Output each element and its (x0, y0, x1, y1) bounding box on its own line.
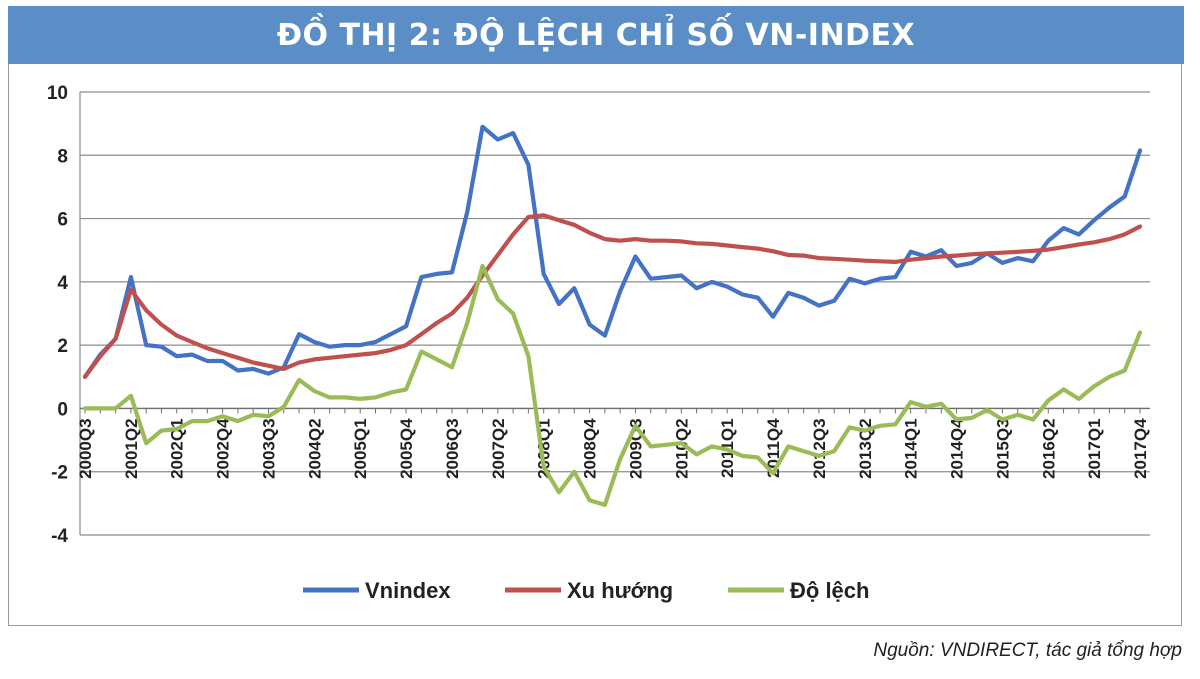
y-tick-label: 10 (47, 83, 68, 104)
y-tick-label: -2 (51, 463, 68, 484)
x-tick-label: 2017Q1 (1085, 418, 1104, 479)
x-tick-label: 2014Q1 (902, 418, 921, 479)
x-tick-label: 2002Q4 (214, 418, 233, 479)
y-tick-label: 8 (57, 146, 68, 167)
x-tick-label: 2006Q3 (443, 418, 462, 479)
chart-title: ĐỒ THỊ 2: ĐỘ LỆCH CHỈ SỐ VN-INDEX (276, 17, 916, 53)
x-tick-label: 2002Q1 (168, 418, 187, 479)
y-tick-label: 6 (57, 210, 68, 231)
x-tick-label: 2000Q3 (76, 418, 95, 479)
x-tick-label: 2014Q4 (948, 418, 967, 479)
series-line-do-lech (82, 263, 1143, 507)
series-line-xu-huong (82, 213, 1143, 379)
legend-label-xu-huong: Xu hướng (567, 578, 673, 603)
y-tick-label: 2 (57, 336, 68, 357)
x-tick-label: 2005Q4 (397, 418, 416, 479)
x-tick-label: 2013Q2 (856, 418, 875, 479)
x-tick-label: 2005Q1 (351, 418, 370, 479)
y-tick-label: 4 (57, 273, 68, 294)
x-tick-label: 2016Q2 (1039, 418, 1058, 479)
x-tick-label: 2008Q4 (581, 418, 600, 479)
source-note: Nguồn: VNDIRECT, tác giả tổng hợp (873, 640, 1182, 661)
x-tick-label: 2015Q3 (993, 418, 1012, 479)
y-tick-label: -4 (51, 526, 68, 547)
x-tick-label: 2012Q3 (810, 418, 829, 479)
x-tick-label: 2007Q2 (489, 418, 508, 479)
x-tick-label: 2010Q2 (672, 418, 691, 479)
y-tick-label: 0 (57, 399, 68, 420)
legend-label-do-lech: Độ lệch (790, 578, 869, 603)
x-tick-label: 2017Q4 (1131, 418, 1150, 479)
x-tick-label: 2004Q2 (305, 418, 324, 479)
chart-title-banner: ĐỒ THỊ 2: ĐỘ LỆCH CHỈ SỐ VN-INDEX (8, 6, 1184, 64)
x-tick-label: 2003Q3 (259, 418, 278, 479)
series-line-vnindex (82, 124, 1143, 379)
legend-label-vnindex: Vnindex (365, 578, 451, 603)
x-tick-label: 2001Q2 (122, 418, 141, 479)
